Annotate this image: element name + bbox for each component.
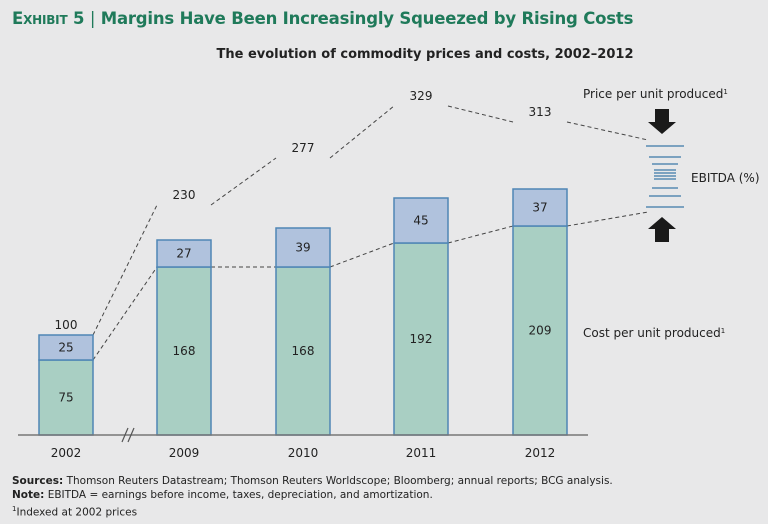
sources-label: Sources: — [12, 475, 64, 487]
x-tick-label: 2010 — [288, 446, 319, 460]
cost-bar — [275, 266, 331, 436]
cost-connector — [566, 211, 649, 227]
cost-value-label: 168 — [173, 344, 196, 358]
ebitda-value-label: 45 — [413, 214, 428, 228]
indexed-text: Indexed at 2002 prices — [16, 506, 138, 519]
title-separator: | — [89, 9, 96, 28]
price-connector — [447, 105, 514, 123]
exhibit-number: Exhibit 5 — [12, 9, 85, 28]
cost-bar — [156, 266, 212, 436]
x-tick-label: 2012 — [525, 446, 556, 460]
price-label: Price per unit produced1 — [583, 87, 728, 101]
ebitda-label: EBITDA (%) — [691, 171, 760, 185]
ebitda-value-label: 27 — [176, 247, 191, 261]
ebitda-value-label: 39 — [295, 241, 310, 255]
total-value-label: 277 — [292, 141, 315, 155]
sources-text: Thomson Reuters Datastream; Thomson Reut… — [66, 475, 613, 487]
ebitda-bar — [156, 239, 212, 268]
axis-break-mark — [121, 427, 129, 443]
cost-connector — [92, 266, 158, 361]
down-arrow-icon — [648, 109, 676, 134]
footnotes: Sources: Thomson Reuters Datastream; Tho… — [12, 474, 613, 520]
x-tick-label: 2011 — [406, 446, 437, 460]
ebitda-bar — [275, 227, 331, 268]
up-arrow-icon — [648, 217, 676, 242]
total-value-label: 230 — [173, 188, 196, 202]
price-connector — [92, 204, 158, 336]
exhibit-title: Exhibit 5 | Margins Have Been Increasing… — [12, 9, 633, 28]
note-line: Note: EBITDA = earnings before income, t… — [12, 488, 613, 502]
ebitda-value-label: 25 — [58, 341, 73, 355]
exhibit-heading: Margins Have Been Increasingly Squeezed … — [100, 9, 634, 28]
total-value-label: 313 — [529, 105, 552, 119]
cost-value-label: 75 — [58, 391, 73, 405]
cost-connector — [447, 225, 514, 244]
ebitda-bar — [512, 188, 568, 227]
chart-area: 75 25 100 2002 168 27 230 2009 168 39 277 2010 192 45… — [18, 87, 760, 460]
price-connector — [329, 105, 395, 159]
ebitda-value-label: 37 — [532, 201, 547, 215]
x-tick-label: 2002 — [51, 446, 82, 460]
total-value-label: 100 — [55, 318, 78, 332]
total-value-label: 329 — [410, 89, 433, 103]
chart-title: The evolution of commodity prices and co… — [216, 47, 634, 62]
note-text: EBITDA = earnings before income, taxes, … — [47, 489, 433, 501]
indexed-line: 1Indexed at 2002 prices — [12, 502, 613, 520]
sources-line: Sources: Thomson Reuters Datastream; Tho… — [12, 474, 613, 488]
note-label: Note: — [12, 489, 45, 501]
axis-break-mark — [127, 427, 135, 443]
indexed-sup: 1 — [12, 505, 17, 513]
cost-value-label: 209 — [529, 324, 552, 338]
cost-connector — [329, 242, 395, 268]
price-connector — [566, 121, 649, 141]
cost-bar — [512, 225, 568, 436]
cost-label: Cost per unit produced1 — [583, 326, 725, 340]
x-tick-label: 2009 — [169, 446, 200, 460]
cost-bar — [393, 242, 449, 436]
cost-value-label: 192 — [410, 332, 433, 346]
ebitda-bar — [38, 334, 94, 361]
price-connector — [210, 157, 277, 206]
ebitda-bar — [393, 197, 449, 244]
cost-value-label: 168 — [292, 344, 315, 358]
